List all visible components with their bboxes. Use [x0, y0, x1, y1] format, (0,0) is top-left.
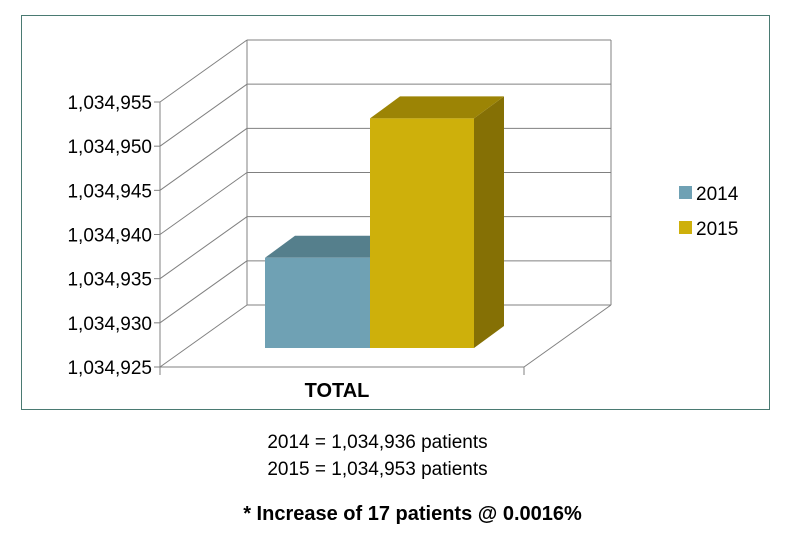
floor-right-edge [523, 304, 612, 368]
bar-2015-top [370, 96, 504, 119]
legend-swatch-2014 [679, 186, 692, 199]
gridline-side [159, 304, 248, 368]
gridline-side [159, 216, 248, 280]
y-tick-label: 1,034,950 [67, 137, 152, 158]
gridline-side [159, 172, 248, 235]
y-tick-label: 1,034,940 [67, 226, 152, 247]
chart-frame-border [21, 15, 770, 410]
gridline-side [159, 260, 248, 324]
gridline-side [159, 39, 248, 103]
legend-label-2015: 2015 [696, 219, 738, 240]
legend-label-2014: 2014 [696, 184, 739, 205]
bar-2015 [370, 118, 474, 349]
bar-2014 [265, 257, 370, 348]
note-increase: * Increase of 17 patients @ 0.0016% [243, 503, 582, 525]
x-category-label: TOTAL [305, 380, 370, 402]
gridline-side [159, 127, 248, 191]
legend-swatch-2015 [679, 221, 692, 234]
note-2014-patients: 2014 = 1,034,936 patients [267, 432, 488, 453]
y-tick-label: 1,034,935 [67, 270, 152, 291]
gridline-side [159, 83, 248, 147]
y-tick-label: 1,034,945 [67, 181, 152, 202]
y-tick-label: 1,034,925 [67, 358, 152, 379]
bar-2014-top [265, 235, 400, 258]
y-tick-label: 1,034,930 [67, 314, 152, 335]
bar-2015-side [474, 96, 504, 349]
y-tick-label: 1,034,955 [67, 93, 152, 114]
note-2015-patients: 2015 = 1,034,953 patients [267, 459, 488, 480]
